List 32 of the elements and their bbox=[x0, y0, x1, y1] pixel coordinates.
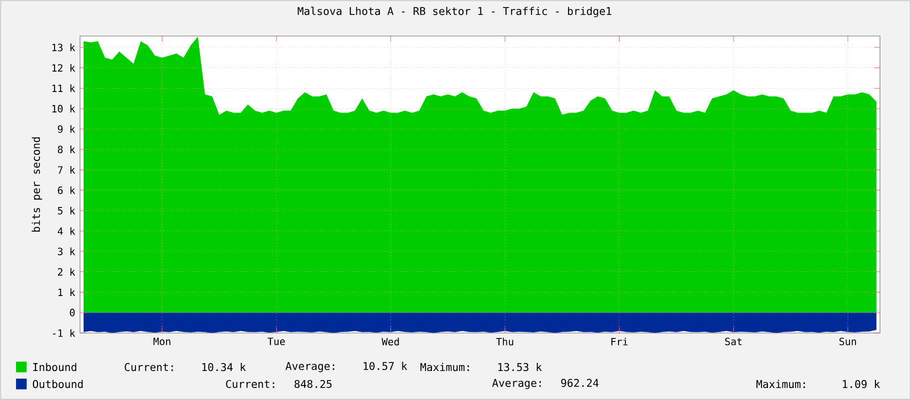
y-tick-label: -1 k bbox=[52, 329, 76, 337]
legend-label: Outbound bbox=[32, 380, 83, 388]
y-tick-label: 7 k bbox=[58, 166, 76, 174]
text: Current: 10.34 k bbox=[124, 362, 246, 372]
y-tick-label: 1 k bbox=[58, 288, 76, 296]
text: Maximum: 1.09 k bbox=[756, 380, 880, 388]
text: Average: 10.57 k bbox=[286, 362, 408, 372]
y-tick-label: 6 k bbox=[58, 186, 76, 194]
y-axis-title: bits per second bbox=[32, 137, 42, 232]
legend-label: Inbound bbox=[33, 362, 76, 372]
y-tick-label: 3 k bbox=[58, 248, 76, 256]
y-tick-label: 12 k bbox=[52, 64, 76, 72]
y-tick-label: 11 k bbox=[52, 84, 76, 92]
x-tick-label: Tue bbox=[268, 338, 285, 346]
x-tick-label: Sun bbox=[839, 338, 856, 346]
x-tick-label: Wed bbox=[382, 338, 399, 346]
x-tick-label: Mon bbox=[154, 338, 170, 346]
y-tick-label: 4 k bbox=[58, 227, 76, 235]
y-tick-label: 13 k bbox=[52, 44, 76, 52]
y-tick-label: 8 k bbox=[58, 146, 76, 154]
y-tick-label: 9 k bbox=[58, 125, 76, 133]
x-tick-label: Sat bbox=[725, 338, 742, 346]
x-tick-label: Thu bbox=[496, 338, 514, 346]
y-tick-label: 0 bbox=[70, 308, 75, 316]
y-tick-label: 2 k bbox=[58, 268, 76, 276]
text: Maximum: 13.53 k bbox=[420, 362, 542, 372]
chart-title: Malsova Lhota A - RB sektor 1 - Traffic - bridge1 bbox=[298, 6, 612, 18]
y-tick-label: 10 k bbox=[52, 104, 76, 112]
text: Current: 848.25 bbox=[226, 380, 332, 388]
x-tick-label: Fri bbox=[611, 338, 628, 346]
text: Average: 962.24 bbox=[492, 378, 599, 390]
y-tick-label: 5 k bbox=[58, 206, 76, 214]
